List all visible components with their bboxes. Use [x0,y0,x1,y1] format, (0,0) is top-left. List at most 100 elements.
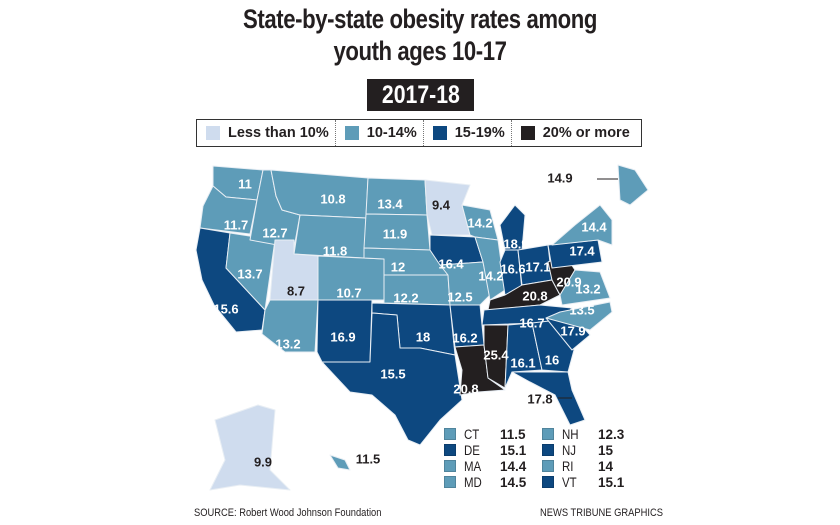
state-value-sd: 11.9 [383,226,408,241]
small-state-value: 15 [598,442,614,458]
state-value-sc: 17.9 [560,323,585,338]
state-value-or: 11.7 [224,217,249,232]
state-value-oh: 17.1 [525,259,550,274]
legend-item-low: Less than 10% [197,120,335,146]
small-state-swatch [444,460,456,472]
state-value-ut: 8.7 [287,283,305,298]
state-hi [329,454,351,471]
state-value-nd: 13.4 [377,196,403,211]
small-state-swatch [542,428,554,440]
legend-item-mid: 10-14% [334,120,423,146]
legend-label: 15-19% [454,125,505,141]
state-value-ak: 9.9 [254,454,272,469]
state-value-va: 13.2 [575,281,600,296]
state-value-nm: 16.9 [330,329,355,344]
small-state-row: MA 14.4 [444,458,526,474]
state-fl [511,371,586,426]
legend-swatch [206,126,220,140]
small-state-swatch [444,444,456,456]
state-value-me: 14.9 [547,170,572,185]
small-state-abbr: DE [464,442,480,458]
small-state-abbr: VT [562,474,577,490]
small-state-value: 15.1 [500,442,527,458]
state-value-ny: 14.4 [581,219,607,234]
legend-label: 20% or more [542,125,630,141]
state-value-ne: 12 [391,259,405,274]
state-value-mt: 10.8 [320,191,345,206]
small-state-abbr: NJ [562,442,577,458]
legend-label: Less than 10% [228,125,329,141]
small-state-row: CT 11.5 [444,426,526,442]
small-state-swatch [444,476,456,488]
state-value-fl: 17.8 [527,391,552,406]
credit-note: NEWS TRIBUNE GRAPHICS [540,507,663,519]
state-value-mi: 18.9 [503,236,528,251]
small-state-value: 12.3 [598,426,625,442]
state-value-la: 20.8 [453,381,478,396]
legend-item-highest: 20% or more [510,120,636,146]
state-value-ky: 20.8 [522,288,547,303]
state-value-id: 12.7 [262,225,287,240]
small-state-abbr: NH [562,426,579,442]
state-value-pa: 17.4 [569,243,595,258]
state-value-mn: 9.4 [432,197,451,212]
legend-swatch [520,126,535,140]
small-state-value: 15.1 [598,474,625,490]
state-value-ia: 16.4 [438,256,464,271]
small-state-swatch [542,444,554,456]
period-badge: 2017-18 [367,79,474,111]
small-state-swatch [542,460,554,472]
state-value-az: 13.2 [275,336,300,351]
source-note: SOURCE: Robert Wood Johnson Foundation [194,507,382,519]
state-value-in: 16.6 [500,261,525,276]
small-state-row: NJ 15 [542,442,624,458]
state-value-wa: 11 [238,176,252,191]
state-nc [545,301,613,331]
state-me [617,164,649,206]
state-value-il: 14.2 [478,268,503,283]
small-state-row: MD 14.5 [444,474,526,490]
small-state-abbr: CT [464,426,480,442]
state-value-ok: 18 [416,329,430,344]
state-value-ga: 16 [545,352,559,367]
small-state-abbr: MD [464,474,482,490]
state-value-wi: 14.2 [467,215,492,230]
state-value-tx: 15.5 [380,366,405,381]
state-value-ca: 15.6 [213,301,238,316]
period-label: 2017-18 [381,81,460,109]
state-ak [209,404,291,491]
small-state-swatch [444,428,456,440]
small-state-row: DE 15.1 [444,442,526,458]
state-or [199,185,258,235]
legend-swatch [344,126,359,140]
title-line-1: State-by-state obesity rates among [243,4,597,34]
state-value-tn: 16.7 [519,315,544,330]
legend-item-high: 15-19% [422,120,511,146]
legend-swatch [432,126,447,140]
state-value-nc: 13.5 [569,302,594,317]
small-state-value: 11.5 [500,426,526,442]
state-value-nv: 13.7 [237,266,262,281]
small-state-row: NH 12.3 [542,426,624,442]
state-ms [483,324,509,389]
state-value-al: 16.1 [510,355,535,370]
state-value-wv: 20.9 [556,274,581,289]
state-value-co: 10.7 [336,285,361,300]
small-state-value: 14 [598,458,614,474]
legend-label: 10-14% [366,125,417,141]
state-value-ar: 16.2 [452,330,477,345]
small-state-abbr: MA [464,458,482,474]
small-state-value: 14.4 [500,458,527,474]
state-value-ks: 12.2 [393,290,418,305]
color-legend: Less than 10% 10-14% 15-19% 20% or more [196,119,642,147]
small-state-row: RI 14 [542,458,624,474]
state-value-mo: 12.5 [447,289,472,304]
title-line-2: youth ages 10-17 [333,36,507,66]
state-va [559,269,611,306]
state-value-wy: 11.8 [323,243,348,258]
small-state-value: 14.5 [500,474,527,490]
small-state-swatch [542,476,554,488]
small-state-abbr: RI [562,458,574,474]
state-value-hi: 11.5 [356,451,381,466]
